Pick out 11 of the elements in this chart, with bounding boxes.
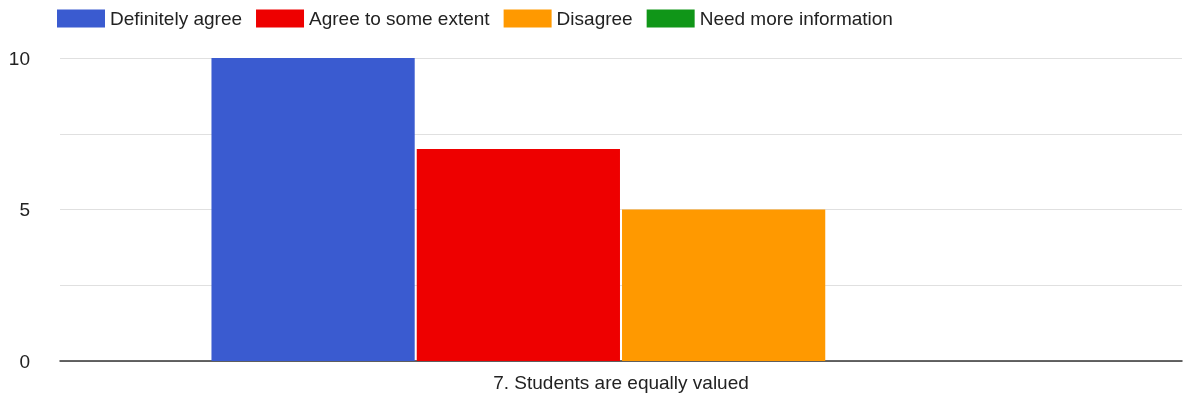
y-tick-label: 5 bbox=[19, 199, 30, 220]
x-tick-label: 7. Students are equally valued bbox=[493, 372, 749, 393]
legend-label: Need more information bbox=[699, 8, 893, 29]
bar bbox=[211, 58, 415, 361]
legend-label: Disagree bbox=[556, 8, 633, 29]
legend-label: Agree to some extent bbox=[309, 8, 491, 29]
legend-label: Definitely agree bbox=[110, 8, 243, 29]
bar bbox=[622, 209, 826, 361]
bar bbox=[416, 148, 620, 361]
y-tick-label: 0 bbox=[19, 350, 30, 372]
y-tick-label: 10 bbox=[8, 47, 30, 69]
